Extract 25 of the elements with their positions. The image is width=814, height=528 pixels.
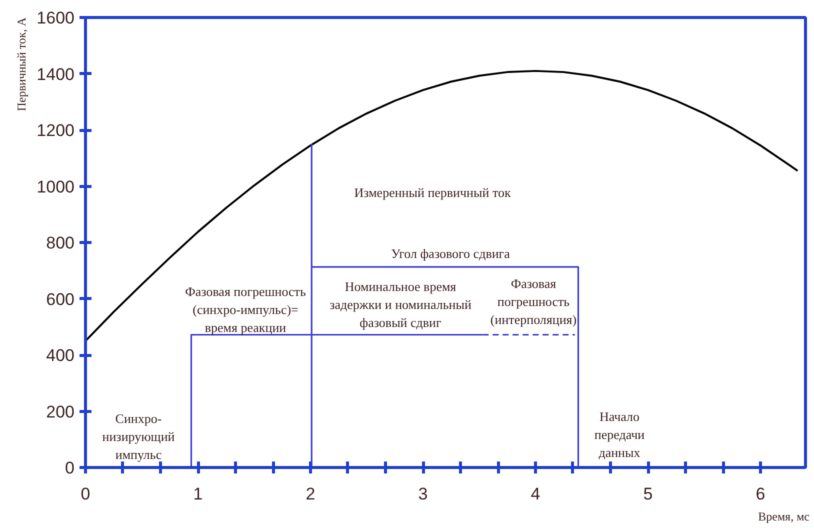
x-tick-label: 6	[756, 484, 766, 504]
y-tick-label: 1600	[36, 8, 75, 28]
x-axis-title: Время, мс	[758, 510, 810, 524]
y-tick-label: 200	[46, 402, 75, 422]
annotation: Номинальное время задержки и номинальный фазовый сдвиг	[330, 279, 472, 330]
y-tick-label: 800	[46, 234, 75, 252]
x-tick-label: 1	[193, 484, 203, 504]
x-tick-label: 2	[306, 484, 316, 504]
annotation: Измеренный первичный ток	[354, 185, 512, 200]
x-tick-label: 3	[418, 484, 428, 504]
y-tick-label: 600	[46, 290, 75, 309]
y-tick-label: 400	[46, 346, 75, 365]
x-tick-label: 5	[643, 484, 653, 504]
x-tick-label: 4	[530, 484, 540, 504]
y-tick-label: 1000	[36, 177, 75, 196]
y-tick-label: 1200	[36, 121, 75, 140]
annotation: Синхро- низирующий импульс	[102, 411, 175, 462]
x-tick-label: 0	[80, 484, 90, 504]
annotation: Фазовая погрешность (интерполяция)	[490, 276, 577, 327]
annotation: Начало передачи данных	[594, 409, 645, 460]
y-tick-label: 0	[65, 458, 75, 478]
y-tick-label: 1400	[36, 64, 75, 84]
y-axis-title: Первичный ток, А	[14, 17, 28, 112]
annotation: Угол фазового сдвига	[391, 246, 510, 261]
annotation: Фазовая погрешность (синхро-импульс)= время реакции	[185, 284, 306, 335]
